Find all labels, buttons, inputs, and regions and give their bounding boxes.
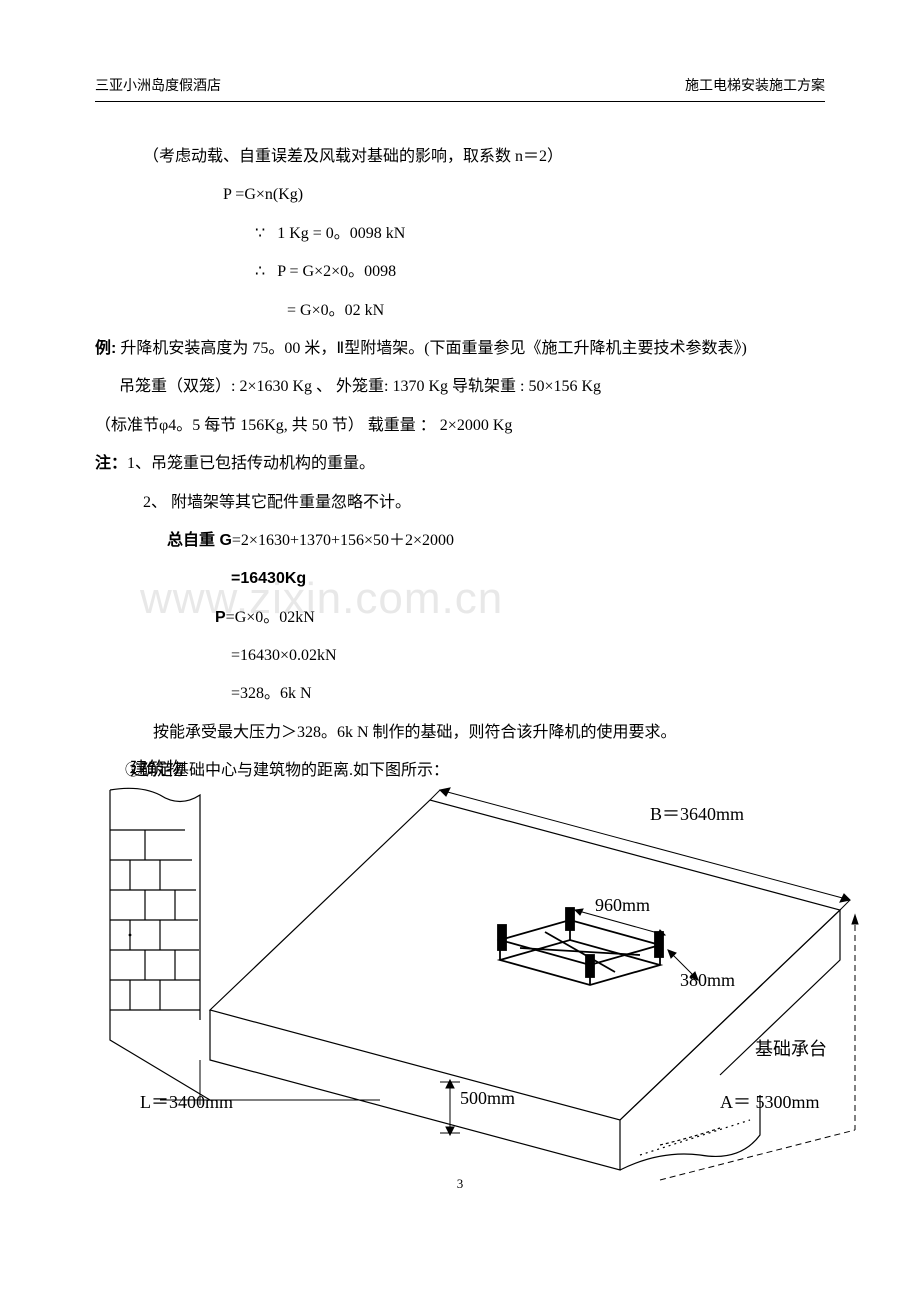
label-960: 960mm <box>595 895 650 916</box>
label-b: B＝3640mm <box>650 800 744 826</box>
line-6: 例: 升降机安装高度为 75。00 米，Ⅱ型附墙架。(下面重量参见《施工升降机主… <box>95 330 825 368</box>
line-10: 2、 附墙架等其它配件重量忽略不计。 <box>95 484 825 522</box>
line-8: （标准节φ4。5 每节 156Kg, 共 50 节） 载重量 ： 2×2000 … <box>95 407 825 445</box>
line-3-text: 1 Kg = 0。0098 kN <box>277 225 405 242</box>
line-17: ②确定基础中心与建筑物的距离.如下图所示： <box>95 752 825 790</box>
line-1: （考虑动载、自重误差及风载对基础的影响，取系数 n＝2） <box>95 138 825 176</box>
p-label: P <box>215 609 226 626</box>
header-right: 施工电梯安装施工方案 <box>685 75 825 95</box>
label-l: L＝3400mm <box>140 1088 233 1114</box>
line-13-text: =G×0。02kN <box>226 609 315 626</box>
example-label: 例: <box>95 340 116 357</box>
label-a: A＝ 5300mm <box>720 1088 820 1114</box>
line-3: ∵ 1 Kg = 0。0098 kN <box>95 215 825 253</box>
because-symbol: ∵ <box>255 225 265 242</box>
label-380: 380mm <box>680 970 735 991</box>
line-15: =328。6k N <box>95 675 825 713</box>
line-9-text: 1、吊笼重已包括传动机构的重量。 <box>127 455 375 472</box>
line-11-text: =2×1630+1370+156×50＋2×2000 <box>232 532 454 549</box>
line-14: =16430×0.02kN <box>95 637 825 675</box>
line-4: ∴ P = G×2×0。0098 <box>95 253 825 291</box>
line-7: 吊笼重（双笼）: 2×1630 Kg 、 外笼重: 1370 Kg 导轨架重 :… <box>95 368 825 406</box>
page-number: 3 <box>457 1176 464 1192</box>
label-platform: 基础承台 <box>755 1035 827 1061</box>
header-left: 三亚小洲岛度假酒店 <box>95 75 221 95</box>
line-16: 按能承受最大压力＞328。6k N 制作的基础，则符合该升降机的使用要求。 <box>95 714 825 752</box>
line-9: 注：1、吊笼重已包括传动机构的重量。 <box>95 445 825 483</box>
line-4-text: P = G×2×0。0098 <box>277 263 396 280</box>
total-weight-label: 总自重 G <box>167 532 232 549</box>
content: （考虑动载、自重误差及风载对基础的影响，取系数 n＝2） P =G×n(Kg) … <box>95 138 825 791</box>
therefore-symbol: ∴ <box>255 263 265 280</box>
foundation-diagram: 建筑物 B＝3640mm 960mm 380mm 基础承台 L＝3400mm 5… <box>100 760 860 1190</box>
line-12: =16430Kg <box>95 560 825 598</box>
line-6-text: 升降机安装高度为 75。00 米，Ⅱ型附墙架。(下面重量参见《施工升降机主要技术… <box>116 340 747 357</box>
line-5: = G×0。02 kN <box>95 292 825 330</box>
line-2: P =G×n(Kg) <box>95 176 825 214</box>
line-13: P=G×0。02kN <box>95 599 825 637</box>
label-500: 500mm <box>460 1088 515 1109</box>
note-label: 注： <box>95 455 127 472</box>
line-11: 总自重 G=2×1630+1370+156×50＋2×2000 <box>95 522 825 560</box>
